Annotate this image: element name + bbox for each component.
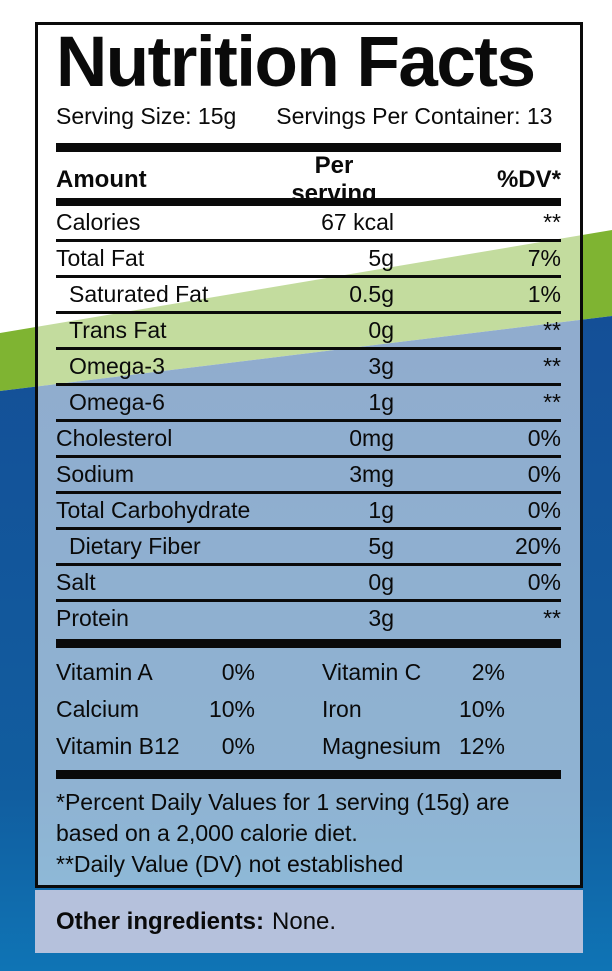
footnotes: *Percent Daily Values for 1 serving (15g… bbox=[56, 787, 561, 880]
nutrient-row-dietary-fiber: Dietary Fiber 5g 20% bbox=[56, 530, 561, 566]
table-header-row: Amount Per serving %DV* bbox=[56, 152, 561, 207]
micronutrient-dv: 0% bbox=[221, 733, 255, 759]
nutrient-row-total-fat: Total Fat 5g 7% bbox=[56, 242, 561, 278]
micronutrient-row: Vitamin B12 0% Magnesium 12% bbox=[56, 728, 561, 765]
header-dv: %DV* bbox=[496, 166, 561, 193]
header-per-serving: Per serving bbox=[291, 152, 377, 207]
label-title: Nutrition Facts bbox=[56, 23, 536, 102]
nutrient-row-sodium: Sodium 3mg 0% bbox=[56, 458, 561, 494]
nutrient-row-calories: Calories 67 kcal ** bbox=[56, 206, 561, 242]
other-ingredients-box: Other ingredients: None. bbox=[35, 890, 583, 953]
nutrient-row-omega-3: Omega-3 3g ** bbox=[56, 350, 561, 386]
nutrient-row-salt: Salt 0g 0% bbox=[56, 566, 561, 602]
other-ingredients-value: None. bbox=[272, 907, 337, 935]
divider-thick bbox=[56, 770, 561, 779]
micronutrient-row: Vitamin A 0% Vitamin C 2% bbox=[56, 654, 561, 691]
nutrient-row-total-carbohydrate: Total Carbohydrate 1g 0% bbox=[56, 494, 561, 530]
footnote-dv-not-established: **Daily Value (DV) not established bbox=[56, 851, 404, 877]
footnote-daily-values: *Percent Daily Values for 1 serving (15g… bbox=[56, 789, 510, 846]
nutrient-row-omega-6: Omega-6 1g ** bbox=[56, 386, 561, 422]
nutrition-label-panel: Nutrition Facts Serving Size: 15g Servin… bbox=[35, 22, 583, 888]
micronutrient-dv: 0% bbox=[221, 659, 255, 685]
micronutrient-dv: 2% bbox=[471, 659, 505, 685]
micronutrient-name: Vitamin B12 bbox=[56, 733, 180, 759]
micronutrient-dv: 10% bbox=[458, 696, 505, 722]
header-amount: Amount bbox=[56, 166, 147, 193]
nutrient-row-trans-fat: Trans Fat 0g ** bbox=[56, 314, 561, 350]
divider-thick bbox=[56, 143, 561, 152]
micronutrient-name: Magnesium bbox=[322, 733, 441, 759]
micronutrients-section: Vitamin A 0% Vitamin C 2% Calcium 10% Ir… bbox=[56, 654, 561, 765]
serving-info: Serving Size: 15g Servings Per Container… bbox=[56, 101, 561, 131]
micronutrient-name: Calcium bbox=[56, 696, 140, 722]
nutrient-row-saturated-fat: Saturated Fat 0.5g 1% bbox=[56, 278, 561, 314]
micronutrient-row: Calcium 10% Iron 10% bbox=[56, 691, 561, 728]
nutrient-row-protein: Protein 3g ** bbox=[56, 605, 561, 631]
nutrient-rows: Calories 67 kcal ** Total Fat 5g 7% Satu… bbox=[56, 206, 561, 635]
serving-size: Serving Size: 15g bbox=[56, 102, 237, 129]
nutrient-row-cholesterol: Cholesterol 0mg 0% bbox=[56, 422, 561, 458]
micronutrient-dv: 12% bbox=[458, 733, 505, 759]
micronutrient-name: Vitamin A bbox=[56, 659, 153, 685]
other-ingredients-label: Other ingredients: bbox=[56, 907, 265, 935]
divider-thick bbox=[56, 639, 561, 648]
micronutrient-name: Vitamin C bbox=[322, 659, 422, 685]
servings-per-container: Servings Per Container: 13 bbox=[276, 102, 553, 129]
micronutrient-dv: 10% bbox=[208, 696, 255, 722]
divider-thick bbox=[56, 198, 561, 206]
micronutrient-name: Iron bbox=[322, 696, 362, 722]
